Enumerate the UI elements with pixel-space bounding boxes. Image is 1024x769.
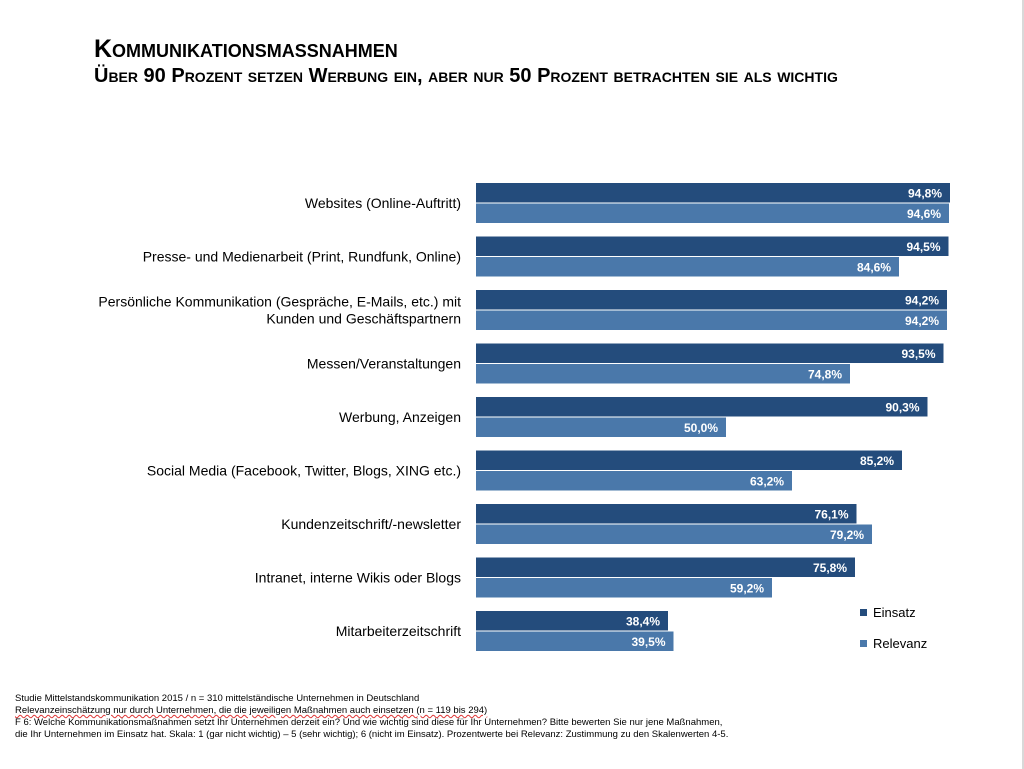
value-label-einsatz-5: 85,2% <box>860 454 894 468</box>
category-label-7: Intranet, interne Wikis oder Blogs <box>255 570 461 586</box>
value-label-relevanz-1: 84,6% <box>857 260 891 274</box>
value-label-einsatz-1: 94,5% <box>906 240 940 254</box>
bar-einsatz-4 <box>476 397 928 417</box>
bar-einsatz-2 <box>476 290 947 310</box>
value-label-einsatz-2: 94,2% <box>905 293 939 307</box>
value-label-relevanz-4: 50,0% <box>684 421 718 435</box>
bar-relevanz-2 <box>476 310 947 330</box>
legend-swatch-relevanz <box>860 640 867 647</box>
bar-einsatz-1 <box>476 236 949 256</box>
category-label-6: Kundenzeitschrift/-newsletter <box>281 516 461 532</box>
legend-label-einsatz: Einsatz <box>873 605 916 620</box>
legend-swatch-einsatz <box>860 609 867 616</box>
category-label-1: Presse- und Medienarbeit (Print, Rundfun… <box>143 249 461 265</box>
chart-subtitle: Über 90 Prozent setzen Werbung ein, aber… <box>94 65 838 87</box>
bar-einsatz-6 <box>476 504 857 524</box>
value-label-relevanz-2: 94,2% <box>905 314 939 328</box>
bar-einsatz-8 <box>476 611 668 631</box>
value-label-relevanz-6: 79,2% <box>830 528 864 542</box>
value-label-relevanz-0: 94,6% <box>907 207 941 221</box>
chart-title: Kommunikationsmaßnahmen <box>94 35 398 63</box>
bar-relevanz-3 <box>476 364 850 384</box>
page-edge <box>1022 0 1024 769</box>
legend-label-relevanz: Relevanz <box>873 636 927 651</box>
category-label-8: Mitarbeiterzeitschrift <box>336 623 461 639</box>
category-label-3: Messen/Veranstaltungen <box>307 356 461 372</box>
category-label-4: Werbung, Anzeigen <box>339 409 461 425</box>
bar-einsatz-0 <box>476 183 950 203</box>
category-label-2-line-0: Persönliche Kommunikation (Gespräche, E-… <box>98 294 461 310</box>
value-label-einsatz-7: 75,8% <box>813 561 847 575</box>
value-label-relevanz-5: 63,2% <box>750 474 784 488</box>
value-label-einsatz-8: 38,4% <box>626 614 660 628</box>
value-label-einsatz-0: 94,8% <box>908 186 942 200</box>
value-label-einsatz-4: 90,3% <box>885 400 919 414</box>
value-label-relevanz-7: 59,2% <box>730 581 764 595</box>
bar-einsatz-3 <box>476 343 944 363</box>
footnote-relevance: Relevanzeinschätzung nur durch Unternehm… <box>15 705 488 716</box>
bar-relevanz-5 <box>476 471 792 491</box>
value-label-einsatz-6: 76,1% <box>814 507 848 521</box>
bar-einsatz-5 <box>476 450 902 470</box>
bar-relevanz-0 <box>476 203 949 223</box>
footnotes: Studie Mittelstandskommunikation 2015 / … <box>15 693 1015 741</box>
category-label-5: Social Media (Facebook, Twitter, Blogs, … <box>147 463 461 479</box>
bar-relevanz-6 <box>476 524 872 544</box>
footnote-question: F 6: Welche Kommunikationsmaßnahmen setz… <box>15 717 723 728</box>
category-label-0: Websites (Online-Auftritt) <box>305 195 461 211</box>
bar-einsatz-7 <box>476 557 855 577</box>
bar-relevanz-1 <box>476 257 899 277</box>
value-label-einsatz-3: 93,5% <box>901 347 935 361</box>
bar-relevanz-4 <box>476 417 726 437</box>
footnote-scale: die Ihr Unternehmen im Einsatz hat. Skal… <box>15 729 729 740</box>
value-label-relevanz-8: 39,5% <box>631 635 665 649</box>
footnote-study: Studie Mittelstandskommunikation 2015 / … <box>15 693 420 704</box>
bar-chart: 94,8% 94,6% Websites (Online-Auftritt) 94,5… <box>98 183 950 651</box>
bar-relevanz-7 <box>476 578 772 598</box>
bar-relevanz-8 <box>476 631 674 651</box>
category-label-2-line-1: Kunden und Geschäftspartnern <box>266 311 461 327</box>
title-block: Kommunikationsmaßnahmen Über 90 Prozent … <box>94 34 838 88</box>
value-label-relevanz-3: 74,8% <box>808 367 842 381</box>
